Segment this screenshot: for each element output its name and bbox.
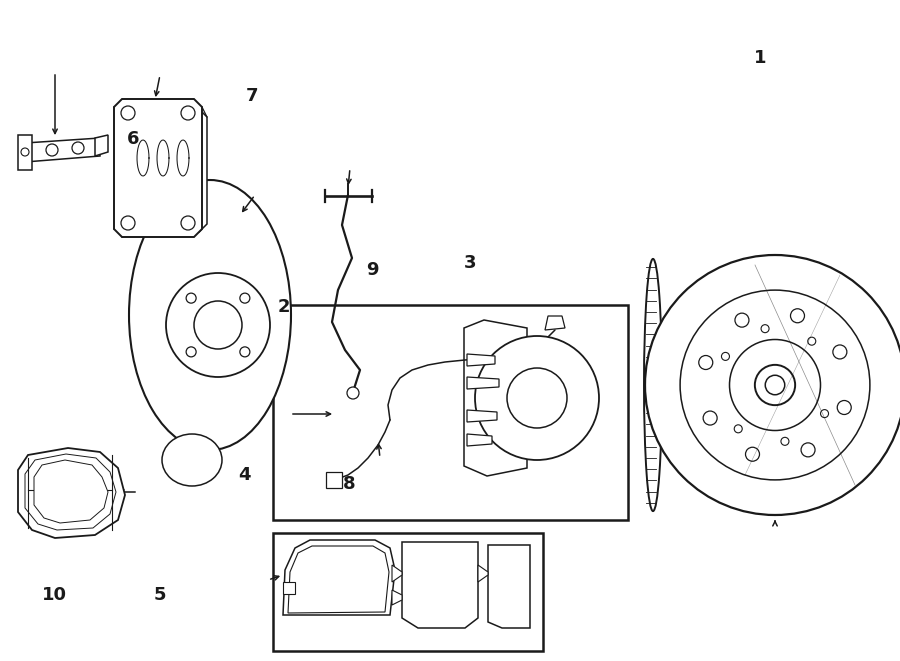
- Polygon shape: [464, 320, 527, 476]
- Polygon shape: [283, 582, 295, 594]
- Polygon shape: [124, 109, 207, 232]
- Polygon shape: [467, 410, 497, 422]
- Polygon shape: [545, 316, 565, 330]
- Circle shape: [680, 290, 870, 480]
- Text: 6: 6: [127, 130, 140, 148]
- Text: 9: 9: [366, 260, 379, 279]
- Text: 2: 2: [277, 298, 290, 317]
- Circle shape: [761, 325, 770, 332]
- Circle shape: [832, 345, 847, 359]
- Circle shape: [46, 144, 58, 156]
- Circle shape: [765, 375, 785, 395]
- Circle shape: [645, 255, 900, 515]
- Circle shape: [240, 347, 250, 357]
- Circle shape: [722, 352, 730, 360]
- Circle shape: [121, 106, 135, 120]
- Text: 1: 1: [754, 49, 767, 67]
- Circle shape: [166, 273, 270, 377]
- Text: 3: 3: [464, 254, 476, 272]
- Circle shape: [698, 356, 713, 369]
- Circle shape: [755, 365, 796, 405]
- Circle shape: [186, 347, 196, 357]
- Bar: [273, 533, 543, 651]
- Text: 8: 8: [343, 475, 356, 493]
- Ellipse shape: [129, 180, 291, 450]
- Polygon shape: [392, 590, 402, 605]
- Polygon shape: [467, 434, 492, 446]
- Circle shape: [240, 293, 250, 303]
- Polygon shape: [18, 135, 32, 170]
- Circle shape: [121, 216, 135, 230]
- Circle shape: [194, 301, 242, 349]
- Polygon shape: [402, 542, 478, 628]
- Polygon shape: [467, 377, 499, 389]
- Polygon shape: [288, 546, 389, 613]
- Circle shape: [730, 340, 821, 430]
- Circle shape: [808, 337, 815, 345]
- Polygon shape: [95, 135, 108, 156]
- Circle shape: [821, 410, 829, 418]
- Polygon shape: [18, 448, 125, 538]
- Circle shape: [790, 309, 805, 323]
- Circle shape: [781, 438, 789, 446]
- Polygon shape: [467, 354, 495, 366]
- Polygon shape: [392, 565, 402, 582]
- Circle shape: [745, 447, 760, 461]
- Circle shape: [347, 387, 359, 399]
- Text: 4: 4: [238, 465, 251, 484]
- Ellipse shape: [644, 259, 662, 511]
- Text: 7: 7: [246, 87, 258, 105]
- Circle shape: [72, 142, 84, 154]
- Text: 10: 10: [41, 586, 67, 604]
- Polygon shape: [114, 99, 202, 237]
- Polygon shape: [283, 540, 395, 615]
- Circle shape: [181, 216, 195, 230]
- Polygon shape: [34, 460, 108, 523]
- Polygon shape: [25, 454, 116, 530]
- Ellipse shape: [162, 434, 222, 486]
- Polygon shape: [326, 472, 342, 488]
- Circle shape: [181, 106, 195, 120]
- Circle shape: [21, 148, 29, 156]
- Circle shape: [734, 425, 742, 433]
- Circle shape: [837, 401, 851, 414]
- Circle shape: [801, 443, 815, 457]
- Polygon shape: [25, 138, 100, 162]
- Text: 5: 5: [154, 586, 166, 604]
- Circle shape: [186, 293, 196, 303]
- Polygon shape: [488, 545, 530, 628]
- Polygon shape: [478, 565, 488, 582]
- Circle shape: [507, 368, 567, 428]
- Bar: [273, 305, 628, 520]
- Circle shape: [703, 411, 717, 425]
- Circle shape: [735, 313, 749, 327]
- Circle shape: [475, 336, 599, 460]
